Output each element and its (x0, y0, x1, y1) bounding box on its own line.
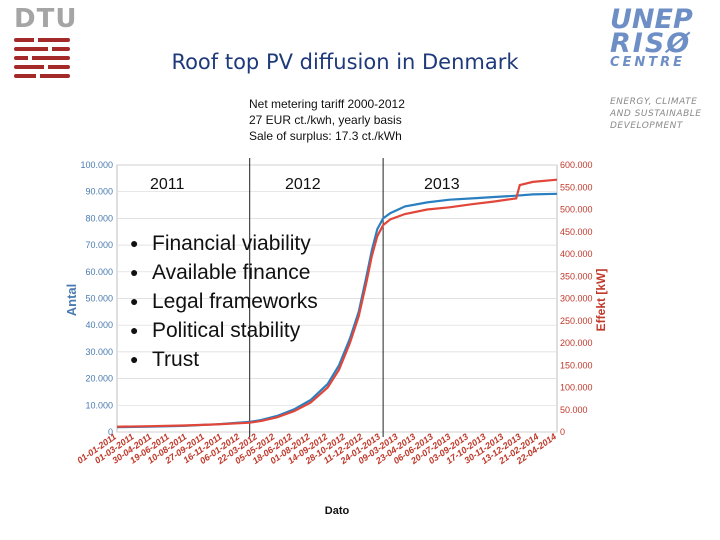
bullet-icon: ● (130, 235, 139, 251)
y-right-tick-label: 100.000 (560, 383, 593, 393)
y-right-tick-label: 500.000 (560, 205, 593, 215)
tariff-note-line3: Sale of surplus: 17.3 ct./kWh (249, 129, 402, 143)
y-tick-label: 40.000 (85, 320, 113, 330)
bullet-text: Trust (152, 348, 200, 371)
year-label-2011: 2011 (150, 176, 185, 193)
y-right-tick-label: 350.000 (560, 271, 593, 281)
bullet-text: Political stability (152, 319, 301, 342)
effect-series-line (116, 178, 558, 428)
bullet-item: ● Trust (130, 345, 318, 374)
y-axis-label-left: Antal (64, 284, 79, 317)
year-label-2013: 2013 (424, 176, 460, 193)
dtu-logo-mark (14, 38, 70, 78)
y-right-tick-label: 450.000 (560, 227, 593, 237)
y-right-tick-label: 400.000 (560, 249, 593, 259)
y-tick-label: 60.000 (85, 267, 113, 277)
y-tick-label: 0 (108, 427, 113, 437)
bullet-text: Available finance (152, 261, 311, 284)
bullet-item: ● Financial viability (130, 229, 318, 258)
y-tick-label: 90.000 (85, 187, 113, 197)
y-tick-label: 50.000 (85, 294, 113, 304)
bullet-item: ● Political stability (130, 316, 318, 345)
bullet-item: ● Available finance (130, 258, 318, 287)
x-axis-ticks: 01-01-201101-03-201130-04-201119-06-2011… (75, 431, 558, 466)
unep-riso-logo: UNEP RISØ CENTRE (610, 4, 693, 70)
y-tick-label: 20.000 (85, 374, 113, 384)
left-axis-ticks: 0 10.000 20.000 30.000 40.000 50.000 60.000 70.… (80, 160, 113, 437)
y-tick-label: 30.000 (85, 347, 113, 357)
y-tick-label: 100.000 (80, 160, 113, 170)
y-right-tick-label: 150.000 (560, 360, 593, 370)
chart-series (116, 178, 558, 429)
unep-subtitle: ENERGY, CLIMATE AND SUSTAINABLE DEVELOPM… (610, 96, 701, 132)
dtu-logo-text: DTU (14, 4, 78, 34)
right-axis-ticks: 0 50.000 100.000 150.000 200.000 250.000 300.0… (560, 160, 593, 437)
y-right-tick-label: 50.000 (560, 405, 588, 415)
y-tick-label: 70.000 (85, 240, 113, 250)
y-axis-label-right: Effekt [kW] (594, 269, 608, 332)
y-right-tick-label: 250.000 (560, 316, 593, 326)
year-label-2012: 2012 (285, 176, 321, 193)
y-right-tick-label: 0 (560, 427, 565, 437)
chart-grid (116, 164, 558, 433)
year-marker-lines (249, 158, 384, 437)
y-right-tick-label: 550.000 (560, 182, 593, 192)
tariff-note: Net metering tariff 2000-2012 27 EUR ct.… (249, 96, 405, 144)
y-right-tick-label: 300.000 (560, 294, 593, 304)
tariff-note-line2: 27 EUR ct./kwh, yearly basis (249, 113, 402, 127)
tariff-note-line1: Net metering tariff 2000-2012 (249, 97, 405, 111)
bullet-icon: ● (130, 322, 139, 338)
bullet-icon: ● (130, 264, 139, 280)
bullet-icon: ● (130, 293, 139, 309)
unep-line3: CENTRE (610, 55, 686, 70)
y-right-tick-label: 200.000 (560, 338, 593, 348)
y-tick-label: 10.000 (85, 400, 113, 410)
unep-line2: RISØ (610, 28, 692, 59)
unep-sub-3: DEVELOPMENT (610, 121, 683, 131)
bullet-item: ● Legal frameworks (130, 287, 318, 316)
slide-title: Roof top PV diffusion in Denmark (171, 50, 519, 74)
unep-sub-1: ENERGY, CLIMATE (610, 97, 698, 107)
unep-sub-2: AND SUSTAINABLE (610, 109, 702, 119)
y-right-tick-label: 600.000 (560, 160, 593, 170)
factor-bullet-list: ● Financial viability ● Available finance … (130, 229, 318, 374)
bullet-text: Legal frameworks (152, 290, 318, 313)
y-tick-label: 80.000 (85, 213, 113, 223)
x-axis-label: Dato (325, 505, 350, 517)
unep-line1: UNEP (610, 4, 693, 35)
bullet-icon: ● (130, 351, 139, 367)
bullet-text: Financial viability (152, 232, 311, 255)
